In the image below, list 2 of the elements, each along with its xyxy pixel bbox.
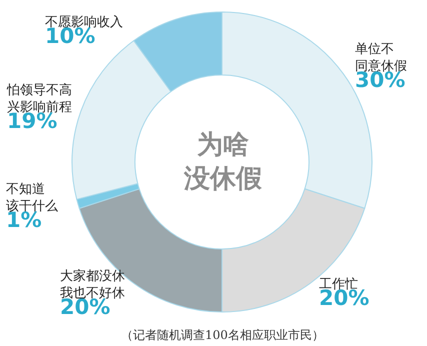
- text: （记者随机调查100名相应职业市民）: [121, 328, 324, 342]
- text: 为啥没休假: [183, 130, 262, 194]
